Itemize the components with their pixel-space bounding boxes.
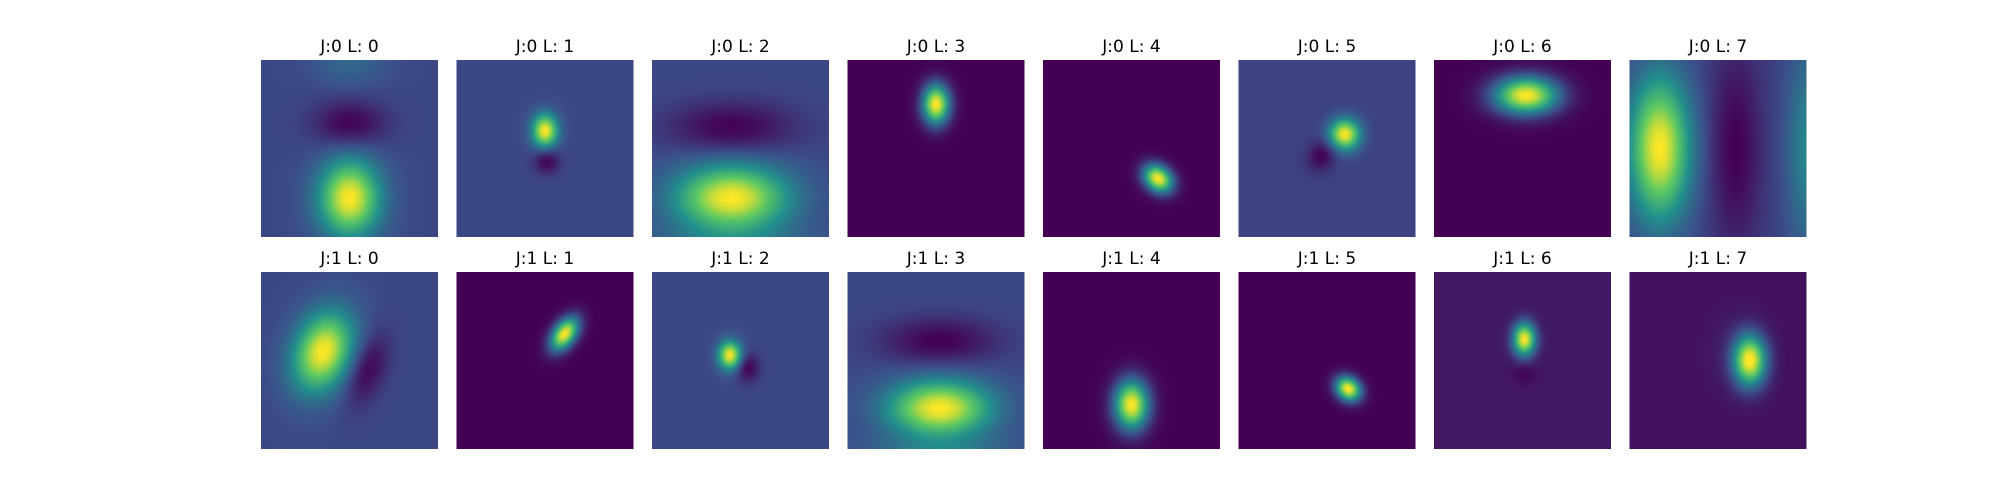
- heatmap-image: [1043, 272, 1220, 449]
- heatmap-image: [456, 272, 634, 449]
- panel-title: J:1 L: 1: [515, 249, 574, 269]
- panel-title: J:0 L: 3: [906, 37, 965, 57]
- panel-title: J:0 L: 7: [1688, 37, 1747, 57]
- heatmap-image: [652, 272, 829, 449]
- heatmap-panel: J:1 L: 6: [1434, 249, 1611, 449]
- panel-title: J:0 L: 5: [1297, 37, 1356, 57]
- heatmap-panel: J:1 L: 1: [456, 249, 634, 449]
- panel-title: J:1 L: 7: [1688, 249, 1747, 269]
- heatmap-panel: J:0 L: 0: [261, 37, 438, 237]
- panels-grid: J:0 L: 0 J:0 L: 1 J:0 L: 2 J:0 L: 3 J:0 L: 4…: [261, 37, 1807, 449]
- panel-title: J:1 L: 3: [906, 249, 965, 269]
- panel-title: J:1 L: 4: [1101, 249, 1160, 269]
- heatmap-image: [261, 272, 438, 449]
- heatmap-panel: J:0 L: 5: [1238, 37, 1416, 237]
- heatmap-panel: J:0 L: 4: [1043, 37, 1220, 237]
- panel-title: J:0 L: 1: [515, 37, 574, 57]
- panel-title: J:0 L: 6: [1492, 37, 1551, 57]
- panel-title: J:0 L: 2: [710, 37, 769, 57]
- heatmap-panel: J:1 L: 3: [847, 249, 1025, 449]
- heatmap-panel: J:0 L: 2: [652, 37, 829, 237]
- panel-title: J:1 L: 0: [319, 249, 378, 269]
- heatmap-panel: J:0 L: 6: [1434, 37, 1611, 237]
- panel-title: J:0 L: 4: [1101, 37, 1160, 57]
- panel-title: J:1 L: 2: [710, 249, 769, 269]
- heatmap-panel: J:1 L: 2: [652, 249, 829, 449]
- heatmap-panel: J:1 L: 0: [261, 249, 438, 449]
- panel-title: J:0 L: 0: [319, 37, 378, 57]
- panel-title: J:1 L: 6: [1492, 249, 1551, 269]
- heatmap-image: [1629, 272, 1807, 449]
- heatmap-image: [261, 60, 438, 237]
- heatmap-panel: J:0 L: 7: [1629, 37, 1807, 237]
- heatmap-image: [1629, 60, 1807, 237]
- heatmap-panel: J:1 L: 7: [1629, 249, 1807, 449]
- heatmap-image: [847, 272, 1025, 449]
- heatmap-panel: J:0 L: 3: [847, 37, 1025, 237]
- heatmap-image: [1043, 60, 1220, 237]
- heatmap-image: [1434, 272, 1611, 449]
- heatmap-image: [652, 60, 829, 237]
- heatmap-panel: J:1 L: 4: [1043, 249, 1220, 449]
- panel-title: J:1 L: 5: [1297, 249, 1356, 269]
- heatmap-image: [1434, 60, 1611, 237]
- heatmap-image: [456, 60, 634, 237]
- heatmap-image: [1238, 272, 1416, 449]
- heatmap-panel: J:0 L: 1: [456, 37, 634, 237]
- heatmap-image: [1238, 60, 1416, 237]
- heatmap-image: [847, 60, 1025, 237]
- heatmap-panel: J:1 L: 5: [1238, 249, 1416, 449]
